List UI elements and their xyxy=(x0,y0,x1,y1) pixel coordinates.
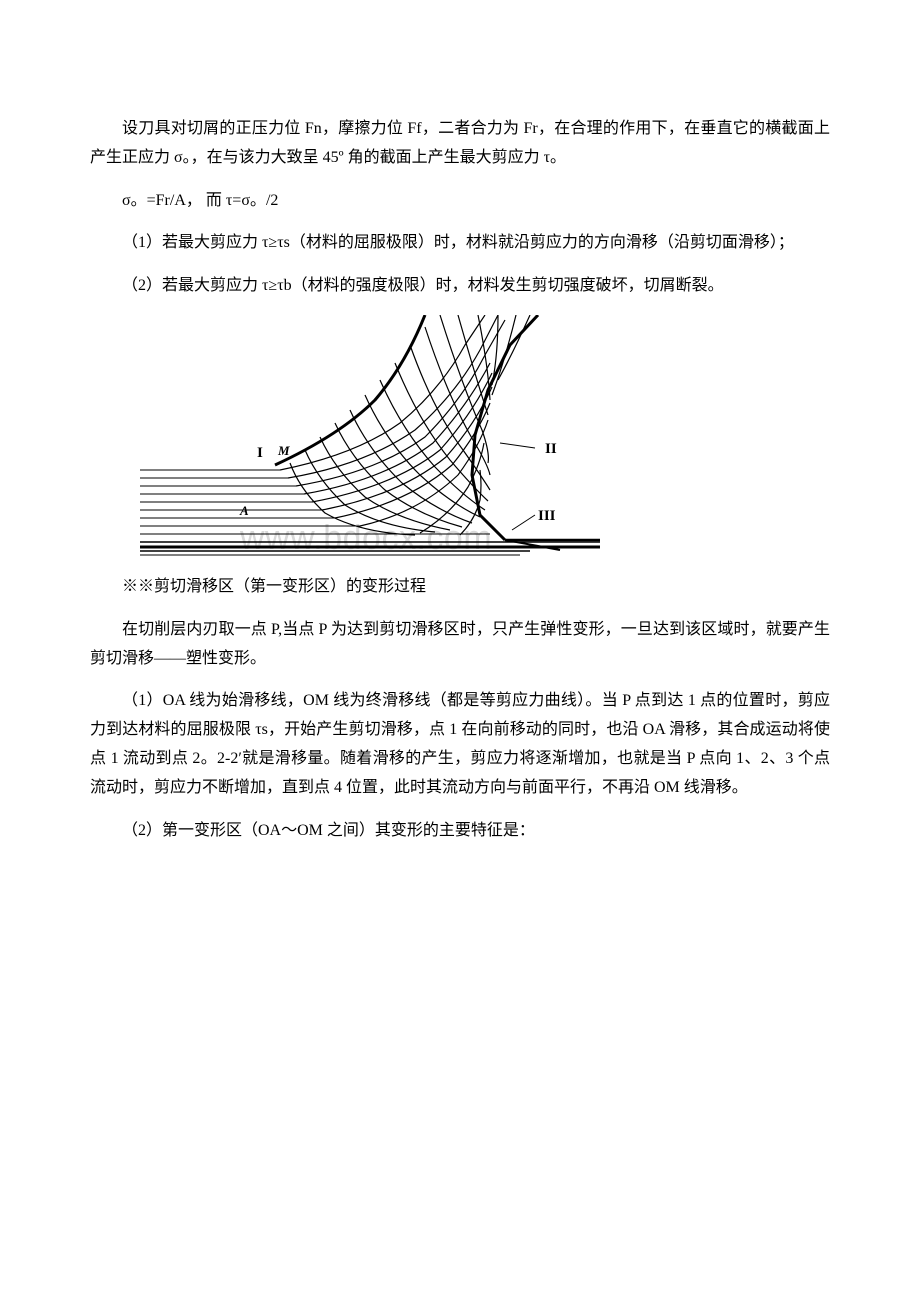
label-II: II xyxy=(545,441,557,457)
paragraph-5: 在切削层内刃取一点 P,当点 P 为达到剪切滑移区时，只产生弹性变形，一旦达到该… xyxy=(90,616,830,674)
diagram-container: I M A II III www.bdocx.com xyxy=(140,315,830,565)
shear-zone-diagram: I M A II III xyxy=(140,315,600,565)
paragraph-7: （2）第一变形区（OA～OM 之间）其变形的主要特征是： xyxy=(90,817,830,846)
label-A: A xyxy=(239,503,249,518)
paragraph-3: （1）若最大剪应力 τ≥τs（材料的屈服极限）时，材料就沿剪应力的方向滑移（沿剪… xyxy=(90,229,830,258)
paragraph-2: σ。=Fr/A， 而 τ=σ。/2 xyxy=(90,187,830,216)
label-III: III xyxy=(538,508,556,524)
paragraph-6: （1）OA 线为始滑移线，OM 线为终滑移线（都是等剪应力曲线）。当 P 点到达… xyxy=(90,687,830,802)
label-I: I xyxy=(257,445,263,461)
diagram-caption: ※※剪切滑移区（第一变形区）的变形过程 xyxy=(90,573,830,602)
paragraph-4: （2）若最大剪应力 τ≥τb（材料的强度极限）时，材料发生剪切强度破坏，切屑断裂… xyxy=(90,272,830,301)
paragraph-1: 设刀具对切屑的正压力位 Fn，摩擦力位 Ff，二者合力为 Fr，在合理的作用下，… xyxy=(90,115,830,173)
label-M: M xyxy=(277,443,290,458)
